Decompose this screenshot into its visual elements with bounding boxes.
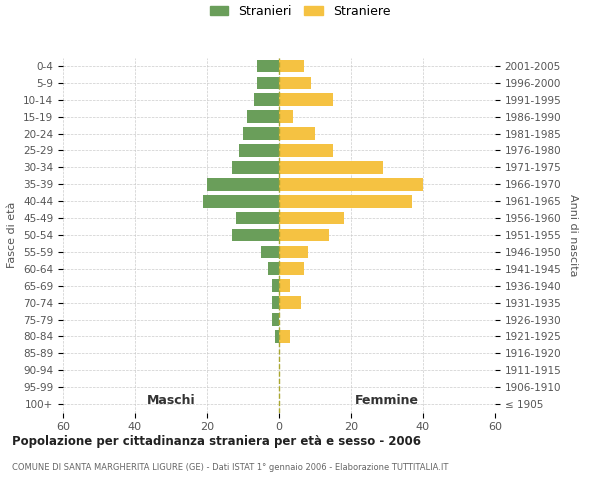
Bar bbox=[279, 228, 329, 241]
Bar bbox=[243, 127, 279, 140]
Bar bbox=[279, 178, 423, 190]
Bar bbox=[257, 60, 279, 72]
Bar bbox=[207, 178, 279, 190]
Bar bbox=[279, 280, 290, 292]
Text: COMUNE DI SANTA MARGHERITA LIGURE (GE) - Dati ISTAT 1° gennaio 2006 - Elaborazio: COMUNE DI SANTA MARGHERITA LIGURE (GE) -… bbox=[12, 462, 448, 471]
Bar bbox=[236, 212, 279, 224]
Bar bbox=[279, 94, 333, 106]
Bar bbox=[275, 330, 279, 343]
Bar bbox=[268, 262, 279, 275]
Text: Popolazione per cittadinanza straniera per età e sesso - 2006: Popolazione per cittadinanza straniera p… bbox=[12, 435, 421, 448]
Bar bbox=[247, 110, 279, 123]
Bar bbox=[272, 280, 279, 292]
Bar bbox=[257, 76, 279, 89]
Bar bbox=[203, 195, 279, 207]
Bar bbox=[239, 144, 279, 157]
Bar bbox=[272, 313, 279, 326]
Bar bbox=[279, 246, 308, 258]
Bar bbox=[279, 330, 290, 343]
Text: Femmine: Femmine bbox=[355, 394, 419, 407]
Y-axis label: Fasce di età: Fasce di età bbox=[7, 202, 17, 268]
Bar bbox=[279, 110, 293, 123]
Bar bbox=[261, 246, 279, 258]
Bar bbox=[272, 296, 279, 309]
Bar bbox=[279, 76, 311, 89]
Bar bbox=[279, 161, 383, 173]
Bar bbox=[279, 212, 344, 224]
Legend: Stranieri, Straniere: Stranieri, Straniere bbox=[205, 0, 395, 23]
Bar bbox=[279, 195, 412, 207]
Bar bbox=[279, 262, 304, 275]
Bar bbox=[279, 296, 301, 309]
Bar bbox=[232, 228, 279, 241]
Bar bbox=[279, 144, 333, 157]
Text: Maschi: Maschi bbox=[146, 394, 196, 407]
Bar bbox=[254, 94, 279, 106]
Bar bbox=[232, 161, 279, 173]
Bar bbox=[279, 60, 304, 72]
Bar bbox=[279, 127, 315, 140]
Y-axis label: Anni di nascita: Anni di nascita bbox=[568, 194, 578, 276]
